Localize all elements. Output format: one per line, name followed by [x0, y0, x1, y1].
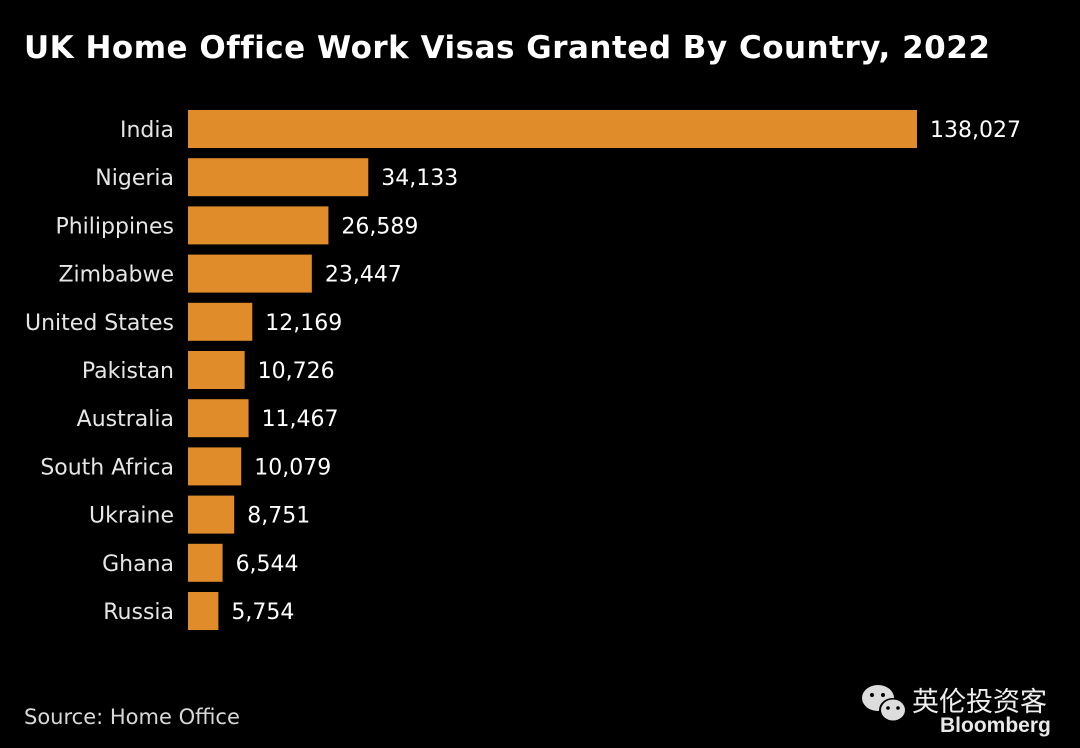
bar-nigeria — [188, 158, 369, 197]
bloomberg-logo: Bloomberg — [940, 714, 1051, 737]
category-label: Ukraine — [89, 504, 174, 529]
bar-south-africa — [188, 447, 242, 486]
data-label: 10,079 — [254, 455, 331, 480]
category-label: Philippines — [55, 214, 174, 239]
category-label: Zimbabwe — [58, 263, 174, 288]
chart-title: UK Home Office Work Visas Granted By Cou… — [24, 30, 991, 66]
data-label: 12,169 — [265, 311, 342, 336]
data-label: 138,027 — [930, 118, 1021, 143]
data-label: 34,133 — [381, 166, 458, 191]
category-label: Russia — [103, 600, 174, 625]
category-label: Australia — [77, 407, 174, 432]
data-label: 11,467 — [262, 407, 339, 432]
category-label: United States — [25, 311, 174, 336]
data-label: 6,544 — [236, 552, 299, 577]
data-label: 10,726 — [258, 359, 335, 384]
bar-philippines — [188, 206, 329, 245]
bar-india — [188, 110, 917, 148]
data-label: 23,447 — [325, 263, 402, 288]
category-label: Pakistan — [82, 359, 174, 384]
wechat-icon — [862, 685, 907, 722]
watermark-text: 英伦投资客 — [912, 687, 1047, 718]
watermark: 英伦投资客 Bloomberg — [860, 680, 1070, 740]
data-label: 26,589 — [341, 214, 418, 239]
bar-ghana — [188, 543, 223, 582]
bar-pakistan — [188, 351, 245, 389]
data-label: 5,754 — [231, 600, 294, 625]
data-label: 8,751 — [247, 504, 310, 529]
bar-ukraine — [188, 495, 235, 534]
bar-australia — [188, 399, 249, 438]
bar-zimbabwe — [188, 254, 312, 293]
category-label: India — [120, 118, 174, 143]
bar-chart: India 138,027 Nigeria 34,133 Philippines 26,5… — [25, 110, 1021, 630]
bar-united-states — [188, 302, 253, 341]
bar-russia — [188, 592, 219, 630]
source-note: Source: Home Office — [24, 705, 240, 729]
category-label: Ghana — [102, 552, 174, 577]
category-label: South Africa — [40, 455, 174, 480]
category-label: Nigeria — [95, 166, 174, 191]
